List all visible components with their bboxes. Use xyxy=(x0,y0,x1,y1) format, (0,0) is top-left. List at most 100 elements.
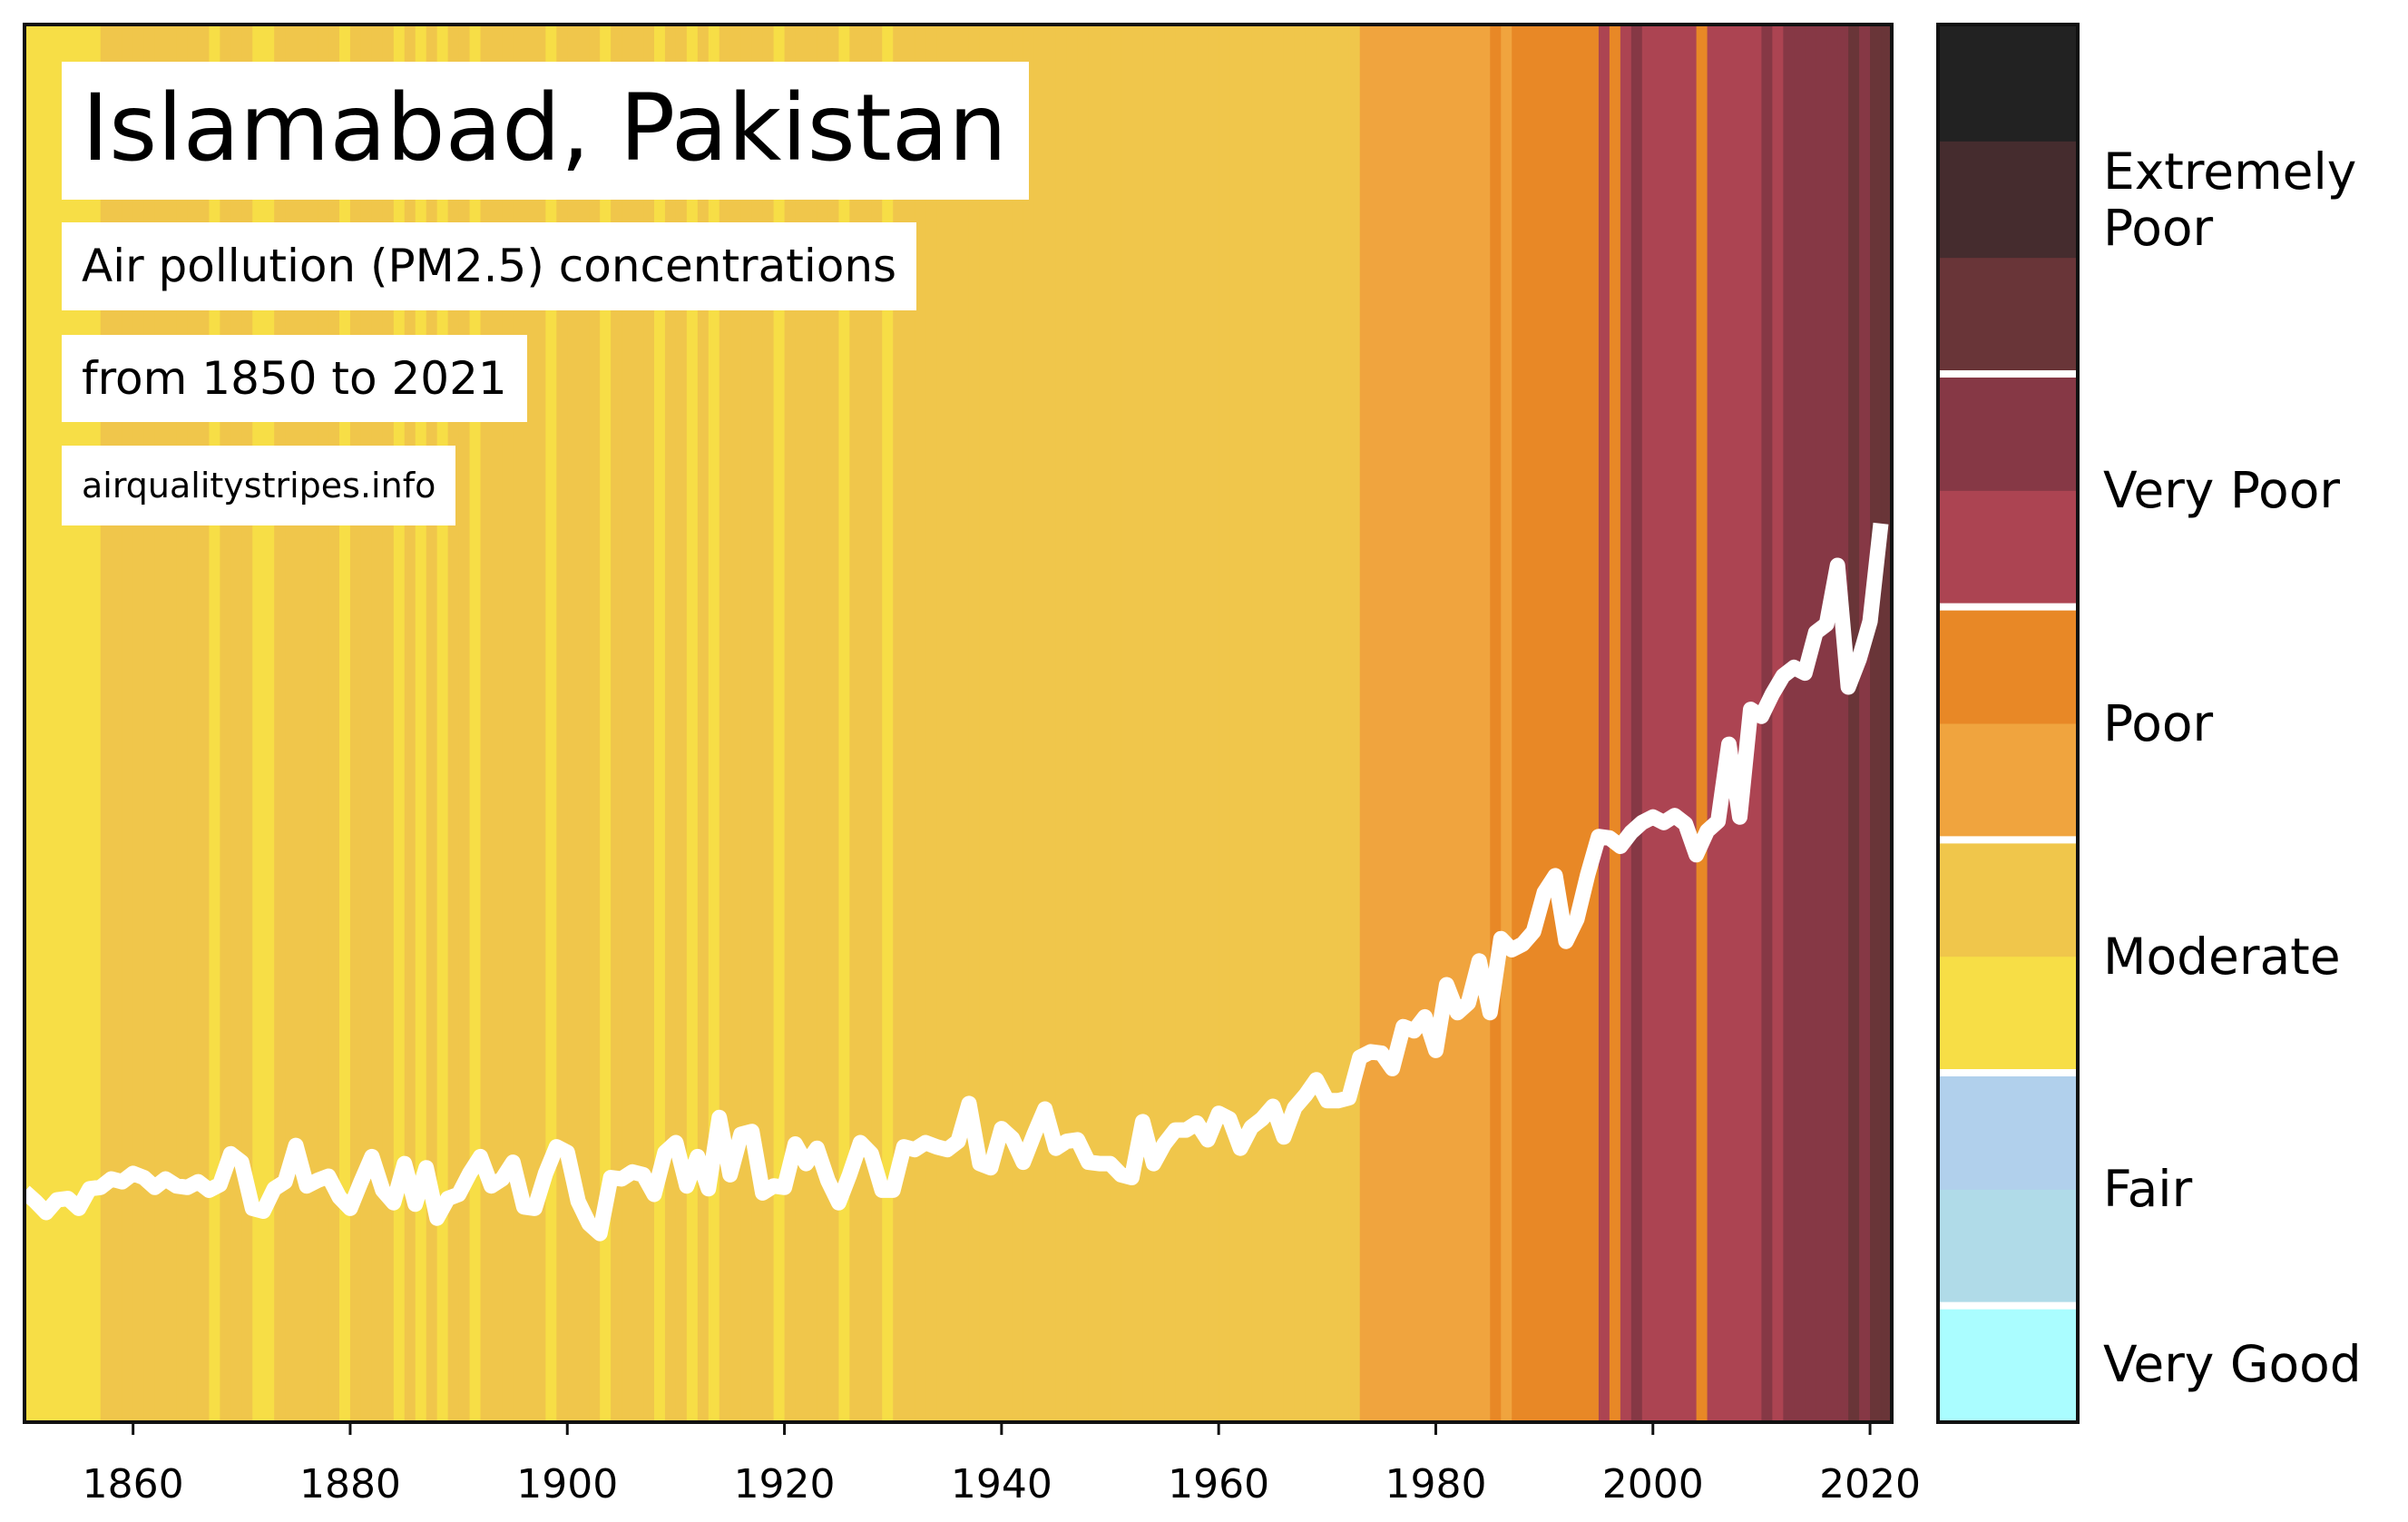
stripe xyxy=(1566,25,1578,1422)
legend-label: Moderate xyxy=(2103,927,2341,986)
stripe xyxy=(1414,25,1426,1422)
stripe xyxy=(578,25,590,1422)
chart-period: from 1850 to 2021 xyxy=(62,335,527,422)
stripe xyxy=(1446,25,1458,1422)
stripe xyxy=(611,25,622,1422)
stripe xyxy=(979,25,992,1422)
colorbar-frame xyxy=(1936,23,2080,1424)
stripe xyxy=(1348,25,1361,1422)
x-tick-label: 2000 xyxy=(1602,1461,1704,1507)
stripe xyxy=(589,25,601,1422)
colorbar-band xyxy=(1938,1189,2078,1307)
colorbar-band xyxy=(1938,25,2078,142)
stripe xyxy=(1457,25,1469,1422)
stripe xyxy=(1848,25,1860,1422)
stripe xyxy=(1816,25,1827,1422)
stripe xyxy=(719,25,731,1422)
legend-label: Very Good xyxy=(2103,1334,2362,1393)
stripe xyxy=(762,25,775,1422)
stripe xyxy=(1110,25,1122,1422)
x-tick-label: 1880 xyxy=(299,1461,401,1507)
stripe xyxy=(545,25,557,1422)
legend-label: Extremely Poor xyxy=(2103,142,2357,257)
colorbar-band xyxy=(1938,374,2078,491)
stripe xyxy=(1707,25,1719,1422)
stripe xyxy=(34,25,47,1422)
stripe xyxy=(806,25,818,1422)
stripe xyxy=(1044,25,1057,1422)
stripe xyxy=(1251,25,1263,1422)
stripe xyxy=(1305,25,1317,1422)
stripe xyxy=(643,25,655,1422)
stripe xyxy=(1522,25,1534,1422)
stripe xyxy=(1424,25,1437,1422)
stripe xyxy=(925,25,937,1422)
stripe xyxy=(1881,25,1893,1422)
stripe xyxy=(1001,25,1013,1422)
chart-subtitle: Air pollution (PM2.5) concentrations xyxy=(62,222,917,310)
stripe xyxy=(1663,25,1676,1422)
stripe xyxy=(1652,25,1665,1422)
stripe xyxy=(1272,25,1285,1422)
x-tick-label: 1960 xyxy=(1168,1461,1269,1507)
stripe xyxy=(729,25,742,1422)
stripe xyxy=(686,25,699,1422)
stripe xyxy=(664,25,677,1422)
chart-title: Islamabad, Pakistan xyxy=(62,62,1029,200)
stripe xyxy=(1533,25,1545,1422)
stripe xyxy=(1359,25,1372,1422)
stripe xyxy=(1164,25,1176,1422)
stripe xyxy=(1023,25,1035,1422)
stripe xyxy=(556,25,568,1422)
stripe xyxy=(817,25,829,1422)
stripe xyxy=(1587,25,1600,1422)
stripe xyxy=(1826,25,1838,1422)
stripe xyxy=(1208,25,1219,1422)
stripe xyxy=(1099,25,1111,1422)
stripe xyxy=(751,25,764,1422)
stripe xyxy=(534,25,546,1422)
stripe xyxy=(1121,25,1133,1422)
stripe xyxy=(1870,25,1882,1422)
stripe xyxy=(1772,25,1784,1422)
x-tick-label: 1920 xyxy=(734,1461,836,1507)
stripe xyxy=(600,25,612,1422)
stripe xyxy=(740,25,753,1422)
stripe xyxy=(1435,25,1448,1422)
stripe xyxy=(1859,25,1871,1422)
stripe xyxy=(1577,25,1589,1422)
stripe xyxy=(1794,25,1806,1422)
stripe xyxy=(958,25,970,1422)
chart-source: airqualitystripes.info xyxy=(62,446,456,525)
stripe xyxy=(936,25,948,1422)
stripe xyxy=(1229,25,1241,1422)
stripe xyxy=(653,25,666,1422)
stripe xyxy=(1381,25,1394,1422)
stripe xyxy=(1283,25,1296,1422)
stripe xyxy=(915,25,926,1422)
stripe xyxy=(838,25,850,1422)
stripe xyxy=(1479,25,1491,1422)
stripe xyxy=(1696,25,1708,1422)
stripe xyxy=(1468,25,1480,1422)
stripe xyxy=(1197,25,1209,1422)
stripe xyxy=(1033,25,1046,1422)
x-tick-label: 2020 xyxy=(1819,1461,1921,1507)
stripe xyxy=(1403,25,1415,1422)
stripe xyxy=(990,25,1003,1422)
stripe xyxy=(1370,25,1383,1422)
stripe xyxy=(45,25,58,1422)
stripe xyxy=(622,25,633,1422)
colorbar-band xyxy=(1938,956,2078,1074)
stripe xyxy=(1685,25,1698,1422)
colorbar-band xyxy=(1938,606,2078,724)
stripe xyxy=(860,25,872,1422)
stripe xyxy=(1674,25,1687,1422)
colorbar-band xyxy=(1938,1305,2078,1423)
stripe xyxy=(1012,25,1024,1422)
stripe xyxy=(675,25,688,1422)
stripe xyxy=(1598,25,1610,1422)
colorbar-band xyxy=(1938,257,2078,375)
x-tick-label: 1980 xyxy=(1385,1461,1486,1507)
colorbar-band xyxy=(1938,840,2078,957)
